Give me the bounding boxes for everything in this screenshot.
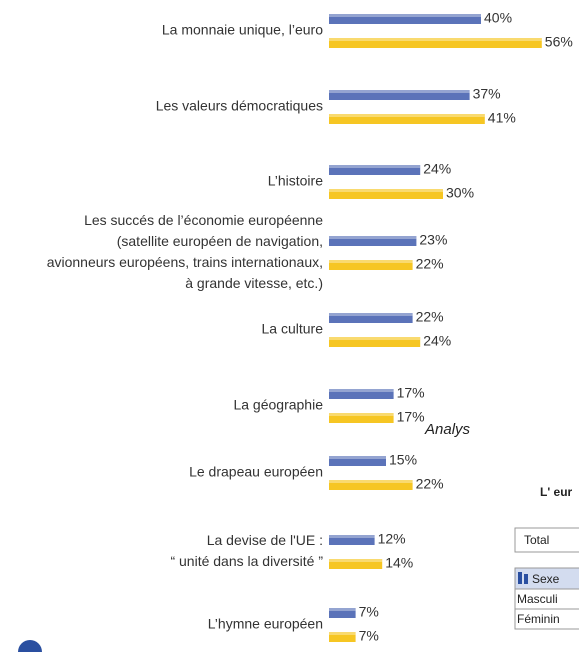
bar-highlight [329, 189, 443, 192]
bar [329, 337, 421, 347]
bar [329, 480, 413, 490]
value-label: 15% [389, 452, 417, 468]
table-cell: Masculi [517, 592, 558, 606]
category-label: La devise de l'UE : [207, 532, 323, 548]
value-label: 7% [359, 604, 379, 620]
panel-heading: Analys [424, 421, 471, 438]
bar-highlight [329, 260, 413, 263]
bar [329, 413, 394, 423]
value-label: 24% [423, 161, 451, 177]
logo [18, 640, 42, 652]
bar [329, 260, 413, 270]
category-label: à grande vitesse, etc.) [185, 275, 323, 291]
value-label: 24% [423, 333, 451, 349]
bar-highlight [329, 38, 542, 41]
value-label: 41% [488, 110, 516, 126]
bar [329, 236, 417, 246]
table-row [514, 608, 579, 630]
value-label: 22% [416, 256, 444, 272]
panel-subheading: L' eur [540, 485, 573, 499]
table-cell: Sexe [532, 572, 560, 586]
bar-highlight [329, 90, 470, 93]
category-label: L’histoire [268, 173, 323, 189]
bar [329, 632, 356, 642]
bar-highlight [329, 456, 386, 459]
bar [329, 456, 386, 466]
category-label: La culture [262, 321, 324, 337]
bar [329, 559, 383, 569]
category-label: La géographie [233, 397, 323, 413]
bar-highlight [329, 165, 421, 168]
value-label: 40% [484, 10, 512, 26]
category-label: Les valeurs démocratiques [156, 98, 323, 114]
bar-highlight [329, 114, 485, 117]
bar-highlight [329, 559, 383, 562]
value-label: 30% [446, 185, 474, 201]
value-label: 37% [473, 86, 501, 102]
bar-highlight [329, 632, 356, 635]
bar-highlight [329, 413, 394, 416]
bar [329, 165, 421, 175]
table-cell: Féminin [517, 612, 560, 626]
bar [329, 14, 481, 24]
value-label: 23% [419, 232, 447, 248]
bar-highlight [329, 480, 413, 483]
icon [524, 574, 528, 584]
bar [329, 189, 443, 199]
category-label: L’hymne européen [208, 616, 323, 632]
value-label: 56% [545, 34, 573, 50]
bar-highlight [329, 236, 417, 239]
table-cell: Total [524, 533, 549, 547]
bar [329, 389, 394, 399]
bar [329, 114, 485, 124]
value-label: 22% [416, 309, 444, 325]
category-label: “ unité dans la diversité ” [170, 553, 323, 569]
bar-highlight [329, 608, 356, 611]
value-label: 22% [416, 476, 444, 492]
bar [329, 535, 375, 545]
bar-highlight [329, 14, 481, 17]
value-label: 17% [397, 385, 425, 401]
table-row [514, 527, 579, 553]
bar-highlight [329, 337, 421, 340]
value-label: 17% [397, 409, 425, 425]
bar [329, 313, 413, 323]
bar [329, 38, 542, 48]
value-label: 14% [385, 555, 413, 571]
bar-highlight [329, 313, 413, 316]
category-label: avionneurs européens, trains internation… [47, 254, 323, 270]
category-label: Le drapeau européen [189, 464, 323, 480]
category-label: Les succés de l’économie européenne [84, 212, 323, 228]
category-label: La monnaie unique, l’euro [162, 22, 323, 38]
value-label: 12% [378, 531, 406, 547]
bar [329, 608, 356, 618]
icon [518, 572, 522, 584]
bar-highlight [329, 389, 394, 392]
category-label: (satellite européen de navigation, [117, 233, 323, 249]
bar [329, 90, 470, 100]
bar-highlight [329, 535, 375, 538]
value-label: 7% [359, 628, 379, 644]
